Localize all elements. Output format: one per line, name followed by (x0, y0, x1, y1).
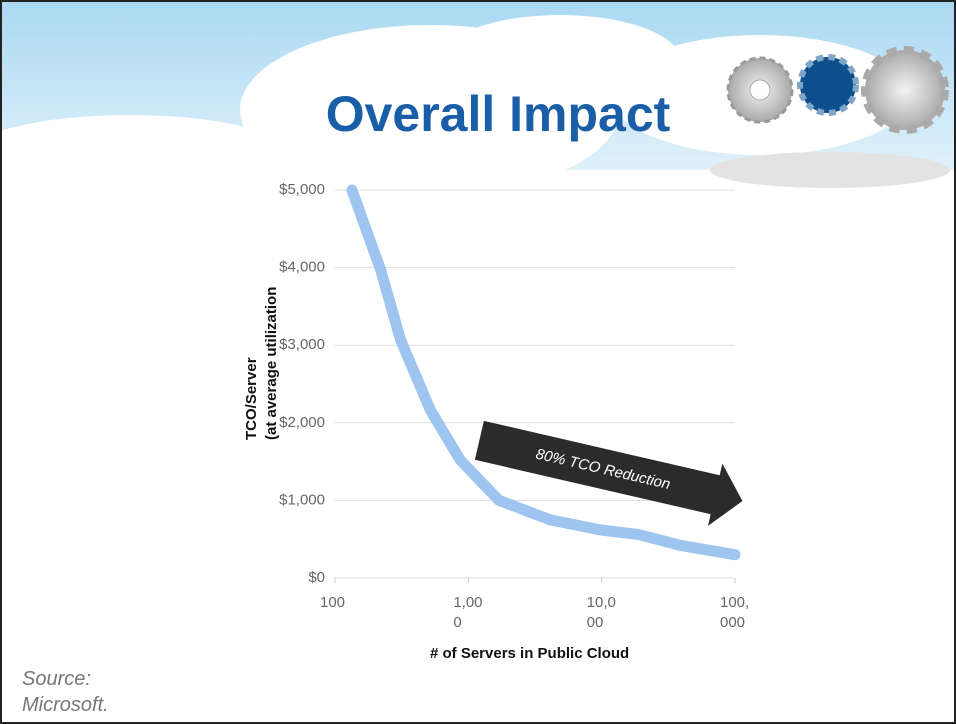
y-axis-label: (at average utilization (263, 287, 280, 440)
annotation-arrow: 80% TCO Reduction (474, 420, 743, 526)
y-tick-label: $5,000 (279, 181, 325, 198)
slide-title: Overall Impact (326, 86, 671, 142)
y-tick-label: $4,000 (279, 259, 325, 276)
y-tick-label: $1,000 (279, 491, 325, 508)
y-tick-label: $3,000 (279, 336, 325, 353)
y-axis-label: TCO/Server (243, 357, 260, 440)
x-tick-label: 10,000 (586, 594, 616, 631)
x-tick-label: 100,000 (720, 594, 750, 631)
line (346, 184, 741, 561)
x-tick-label: 100 (320, 594, 346, 611)
x-axis-label: # of Servers in Public Cloud (430, 645, 630, 662)
x-tick-label: 1,000 (453, 594, 483, 631)
y-tick-label: $2,000 (279, 414, 325, 431)
y-tick-label: $0 (308, 569, 325, 586)
source-note: Source: Microsoft. (22, 668, 109, 716)
